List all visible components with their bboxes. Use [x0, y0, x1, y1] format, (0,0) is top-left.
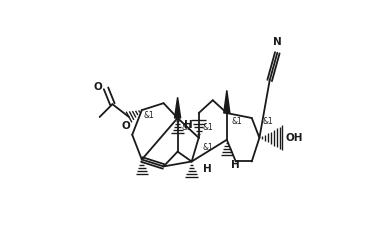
Text: &1: &1	[181, 123, 192, 132]
Polygon shape	[174, 97, 181, 118]
Text: &1: &1	[202, 143, 213, 152]
Polygon shape	[224, 90, 230, 113]
Text: H: H	[203, 164, 212, 174]
Text: O: O	[122, 121, 131, 131]
Text: N: N	[273, 37, 282, 47]
Text: H: H	[231, 160, 239, 170]
Text: &1: &1	[231, 118, 242, 126]
Text: O: O	[94, 82, 103, 92]
Text: &1: &1	[263, 118, 273, 126]
Text: &1: &1	[202, 123, 213, 132]
Text: H: H	[184, 120, 193, 130]
Text: OH: OH	[285, 133, 303, 143]
Text: &1: &1	[143, 110, 154, 119]
